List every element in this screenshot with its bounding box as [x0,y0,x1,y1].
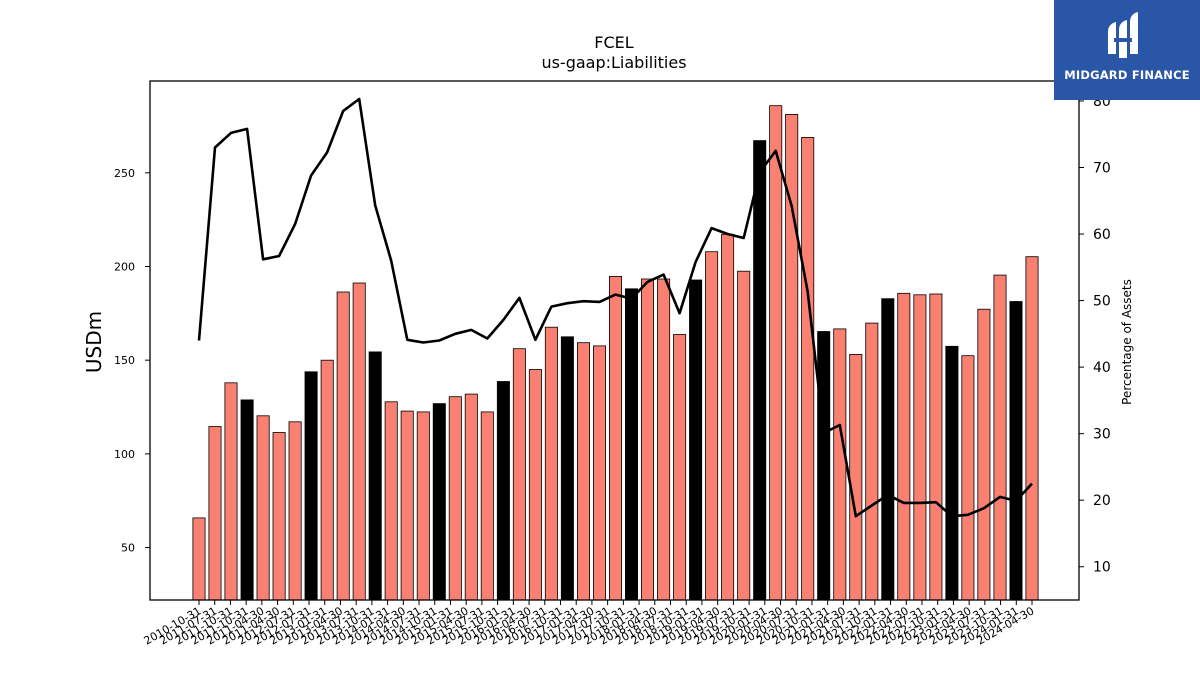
bar [929,293,943,601]
bar [480,411,494,601]
brand-name: MIDGARD FINANCE [1064,68,1190,82]
chart-title: FCEL [594,33,633,52]
bar [224,382,238,601]
y2-axis-label: Percentage of Assets [1120,279,1134,405]
midgard-logo-icon [1108,12,1138,58]
y-tick-label: 150 [114,354,135,367]
chart-subtitle: us-gaap:Liabilities [541,53,686,72]
bar [993,274,1007,601]
y2-tick-label: 60 [1093,227,1111,243]
bar [657,278,671,601]
bar [416,411,430,601]
bar [881,298,895,601]
bar [945,345,959,601]
bar [961,355,975,601]
y2-tick-label: 40 [1093,360,1111,376]
bar [977,308,991,601]
bar [689,279,703,601]
y2-tick-label: 10 [1093,560,1111,576]
bar [849,353,863,601]
series-line [197,97,1033,518]
bar [737,270,751,601]
bar [400,410,414,601]
bar [865,322,879,601]
bar [384,401,398,601]
bar [464,393,478,601]
bar [432,403,446,601]
bars-layer [192,105,1039,601]
bar [753,140,767,601]
y2-tick-label: 50 [1093,294,1111,310]
bar [641,278,655,601]
bar [721,233,735,601]
bar [897,292,911,601]
bar [256,415,270,601]
bar [625,288,639,601]
y2-tick-label: 20 [1093,493,1111,509]
y-tick-label: 50 [121,542,135,555]
bar [192,517,206,601]
y-axis-left: 50 100 150 200 250 [114,167,150,555]
bar [817,331,831,601]
bar [352,282,366,601]
bar [1025,256,1039,601]
bar [336,291,350,601]
bar [673,334,687,601]
bar [512,348,526,601]
y-tick-label: 100 [114,448,135,461]
bar [208,426,222,601]
y-tick-label: 250 [114,167,135,180]
bar [368,351,382,601]
bar [288,421,302,601]
bar [1009,301,1023,601]
bar [320,359,334,601]
bar [913,294,927,601]
y-tick-label: 200 [114,260,135,273]
bar [448,396,462,601]
bar [833,328,847,601]
plot-frame [149,80,1080,601]
bar [705,251,719,601]
bar [801,136,815,601]
bar [609,275,623,601]
bar [577,342,591,601]
bar [769,105,783,601]
brand-logo: MIDGARD FINANCE [1054,0,1200,100]
bar [496,381,510,601]
bar [240,399,254,601]
line-layer [197,97,1033,518]
bar [544,326,558,601]
bar [272,432,286,601]
bar [528,369,542,601]
y-axis-label: USDm [82,311,106,373]
x-axis: 2010-10-312011-07-312011-10-312011-10-31… [142,600,1037,648]
bar [593,345,607,601]
y2-tick-label: 30 [1093,427,1111,443]
bar [560,336,574,601]
bar [304,371,318,601]
y2-tick-label: 70 [1093,161,1111,177]
